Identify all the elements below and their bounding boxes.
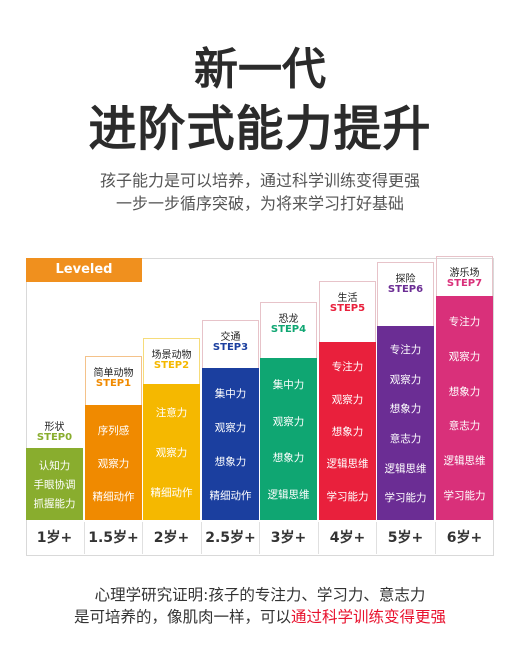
age-label: 4岁+ bbox=[329, 530, 366, 546]
step-label: STEP7 bbox=[446, 278, 483, 289]
step-name: 生活 bbox=[337, 293, 358, 304]
skill-item: 想象力 bbox=[272, 452, 305, 465]
step-label: STEP2 bbox=[153, 360, 190, 371]
step-column-0: 形状 STEP0 认知力手眼协调抓握能力 bbox=[26, 258, 83, 520]
age-separator bbox=[318, 522, 319, 554]
step-label: STEP3 bbox=[212, 342, 249, 353]
skill-item: 观察力 bbox=[448, 351, 481, 363]
step-label: STEP6 bbox=[387, 284, 424, 295]
step-block bbox=[202, 368, 259, 520]
skill-item: 想象力 bbox=[389, 403, 422, 416]
step-column-6: 探险 STEP6 专注力观察力想象力意志力逻辑思维学习能力 bbox=[377, 258, 434, 520]
skill-item: 学习能力 bbox=[326, 490, 369, 503]
skill-item: 学习能力 bbox=[443, 489, 486, 502]
age-separator bbox=[376, 522, 377, 554]
age-label: 1岁+ bbox=[36, 530, 73, 546]
age-separator bbox=[259, 522, 260, 554]
footer-line1: 心理学研究证明:孩子的专注力、学习力、意志力 bbox=[94, 586, 426, 604]
age-label: 2.5岁+ bbox=[205, 530, 256, 546]
age-label: 6岁+ bbox=[446, 530, 483, 546]
step-block bbox=[260, 358, 317, 520]
skill-item: 注意力 bbox=[155, 407, 188, 419]
step-block bbox=[143, 384, 200, 520]
step-column-2: 场景动物 STEP2 注意力观察力精细动作 bbox=[143, 258, 200, 520]
skill-item: 专注力 bbox=[331, 361, 364, 374]
step-chart: Leveled Puzzles 形状 STEP0 认知力手眼协调抓握能力 1岁+ 简单动… bbox=[26, 256, 494, 558]
step-label: STEP5 bbox=[329, 303, 366, 314]
step-block bbox=[377, 326, 434, 520]
brand-label: Leveled Puzzles bbox=[26, 258, 142, 301]
skill-item: 逻辑思维 bbox=[267, 488, 310, 501]
skill-item: 想象力 bbox=[448, 385, 481, 398]
skill-item: 专注力 bbox=[448, 316, 481, 329]
footer-highlight: 通过科学训练变得更强 bbox=[291, 608, 447, 626]
step-name: 简单动物 bbox=[93, 368, 134, 379]
step-name: 交通 bbox=[220, 332, 241, 343]
step-column-4: 恐龙 STEP4 集中力观察力想象力逻辑思维 bbox=[260, 258, 317, 520]
skill-item: 集中力 bbox=[272, 379, 305, 392]
step-label: STEP0 bbox=[36, 432, 73, 443]
step-name: 形状 bbox=[44, 422, 65, 433]
age-label: 1.5岁+ bbox=[88, 530, 139, 546]
skill-item: 观察力 bbox=[155, 447, 188, 459]
step-column-1: 简单动物 STEP1 序列感观察力精细动作 bbox=[85, 258, 142, 520]
skill-item: 想象力 bbox=[214, 456, 247, 468]
skill-item: 集中力 bbox=[214, 388, 247, 400]
step-name: 探险 bbox=[395, 274, 416, 285]
step-block bbox=[26, 448, 83, 520]
skill-item: 精细动作 bbox=[92, 490, 135, 503]
step-name: 场景动物 bbox=[151, 350, 192, 361]
skill-item: 意志力 bbox=[389, 432, 422, 445]
skill-item: 逻辑思维 bbox=[384, 462, 427, 475]
step-column-3: 交通 STEP3 集中力观察力想象力精细动作 bbox=[202, 258, 259, 520]
skill-item: 精细动作 bbox=[150, 487, 193, 499]
skill-item: 观察力 bbox=[389, 373, 422, 386]
step-column-5: 生活 STEP5 专注力观察力想象力逻辑思维学习能力 bbox=[319, 258, 376, 520]
step-label: STEP4 bbox=[270, 324, 307, 335]
skill-item: 专注力 bbox=[389, 343, 422, 356]
step-block bbox=[436, 296, 493, 520]
skill-item: 观察力 bbox=[331, 393, 364, 406]
skill-item: 观察力 bbox=[97, 457, 130, 470]
title-line2: 进阶式能力提升 bbox=[88, 101, 432, 157]
age-label: 3岁+ bbox=[270, 530, 307, 546]
skill-item: 认知力 bbox=[38, 460, 71, 473]
skill-item: 观察力 bbox=[272, 415, 305, 428]
step-column-7: 游乐场 STEP7 专注力观察力想象力意志力逻辑思维学习能力 bbox=[436, 256, 493, 520]
step-name: 游乐场 bbox=[449, 268, 480, 279]
age-separator bbox=[142, 522, 143, 554]
skill-item: 序列感 bbox=[97, 424, 130, 437]
age-label: 5岁+ bbox=[387, 530, 424, 546]
step-name: 恐龙 bbox=[278, 314, 299, 325]
skill-item: 想象力 bbox=[331, 426, 364, 438]
age-separator bbox=[435, 522, 436, 554]
skill-item: 学习能力 bbox=[384, 492, 427, 505]
age-separator bbox=[84, 522, 85, 554]
subtitle-line1: 孩子能力是可以培养，通过科学训练变得更强 bbox=[99, 171, 420, 190]
age-label: 2岁+ bbox=[153, 530, 190, 546]
skill-item: 精细动作 bbox=[209, 490, 252, 502]
skill-item: 逻辑思维 bbox=[443, 455, 486, 467]
skill-item: 逻辑思维 bbox=[326, 458, 369, 471]
step-block bbox=[85, 405, 142, 520]
skill-item: 意志力 bbox=[448, 420, 481, 433]
footer-line2-prefix: 是可培养的，像肌肉一样，可以 bbox=[73, 608, 291, 626]
skill-item: 手眼协调 bbox=[33, 479, 76, 491]
age-separator bbox=[201, 522, 202, 554]
skill-item: 抓握能力 bbox=[33, 497, 76, 510]
title-line1: 新一代 bbox=[194, 44, 326, 95]
subtitle-line2: 一步一步循序突破，为将来学习打好基础 bbox=[115, 194, 404, 213]
chart-frame bbox=[26, 258, 494, 556]
skill-item: 观察力 bbox=[214, 422, 247, 434]
step-label: STEP1 bbox=[95, 378, 132, 389]
footer-line2: 是可培养的，像肌肉一样，可以通过科学训练变得更强 bbox=[0, 606, 520, 628]
step-block bbox=[319, 342, 376, 520]
